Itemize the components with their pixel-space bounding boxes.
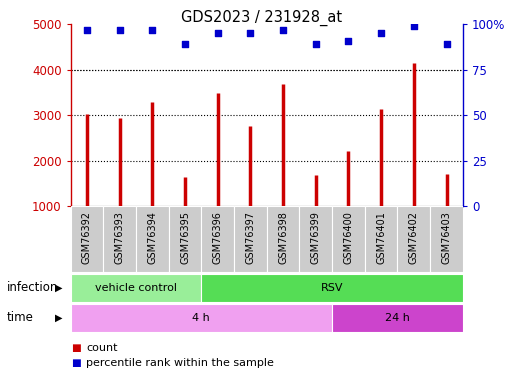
Text: ■: ■ [71, 343, 81, 353]
Point [116, 27, 124, 33]
Text: percentile rank within the sample: percentile rank within the sample [86, 358, 274, 368]
Text: GSM76401: GSM76401 [376, 211, 386, 264]
Bar [397, 206, 430, 272]
Bar [71, 206, 104, 272]
Point [148, 27, 156, 33]
Text: GSM76397: GSM76397 [245, 211, 255, 264]
Bar [71, 304, 332, 332]
Text: GSM76394: GSM76394 [147, 211, 157, 264]
Point [344, 38, 353, 44]
Text: GSM76402: GSM76402 [409, 211, 419, 264]
Text: ▶: ▶ [55, 313, 62, 323]
Point [181, 41, 189, 47]
Bar [299, 206, 332, 272]
Bar [332, 206, 365, 272]
Bar [104, 206, 136, 272]
Bar [332, 304, 463, 332]
Text: time: time [7, 311, 33, 324]
Text: GSM76396: GSM76396 [213, 211, 223, 264]
Text: GSM76400: GSM76400 [344, 211, 354, 264]
Text: vehicle control: vehicle control [95, 283, 177, 293]
Bar [234, 206, 267, 272]
Bar [168, 206, 201, 272]
Point [83, 27, 91, 33]
Bar [430, 206, 463, 272]
Text: ■: ■ [71, 358, 81, 368]
Bar [267, 206, 299, 272]
Point [442, 41, 451, 47]
Text: 24 h: 24 h [385, 313, 410, 323]
Point [377, 30, 385, 36]
Text: GSM76392: GSM76392 [82, 211, 92, 264]
Point [410, 23, 418, 29]
Bar [136, 206, 168, 272]
Point [279, 27, 287, 33]
Point [246, 30, 255, 36]
Bar [201, 274, 463, 302]
Bar [365, 206, 397, 272]
Point [213, 30, 222, 36]
Text: GDS2023 / 231928_at: GDS2023 / 231928_at [181, 9, 342, 26]
Text: RSV: RSV [321, 283, 344, 293]
Bar [71, 274, 201, 302]
Text: GSM76398: GSM76398 [278, 211, 288, 264]
Point [312, 41, 320, 47]
Text: 4 h: 4 h [192, 313, 210, 323]
Text: count: count [86, 343, 118, 353]
Bar [201, 206, 234, 272]
Text: GSM76399: GSM76399 [311, 211, 321, 264]
Text: infection: infection [7, 281, 58, 294]
Text: GSM76403: GSM76403 [441, 211, 451, 264]
Text: GSM76393: GSM76393 [115, 211, 124, 264]
Text: GSM76395: GSM76395 [180, 211, 190, 264]
Text: ▶: ▶ [55, 283, 62, 293]
